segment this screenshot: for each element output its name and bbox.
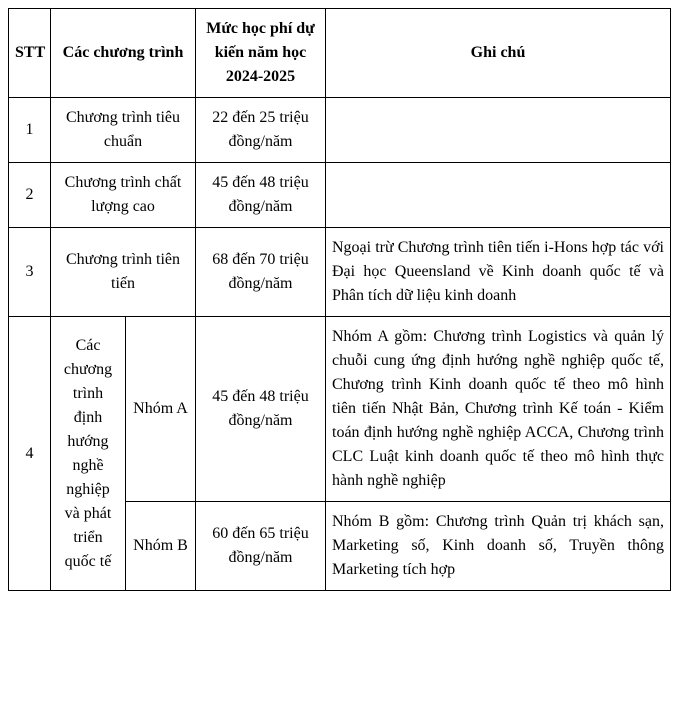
cell-stt: 4 bbox=[9, 317, 51, 591]
cell-note: Ngoại trừ Chương trình tiên tiến i-Hons … bbox=[326, 228, 671, 317]
cell-stt: 1 bbox=[9, 98, 51, 163]
cell-note bbox=[326, 98, 671, 163]
col-fee: Mức học phí dự kiến năm học 2024-2025 bbox=[196, 9, 326, 98]
cell-note: Nhóm A gồm: Chương trình Logistics và qu… bbox=[326, 317, 671, 502]
col-stt: STT bbox=[9, 9, 51, 98]
cell-note: Nhóm B gồm: Chương trình Quản trị khách … bbox=[326, 502, 671, 591]
cell-group: Nhóm B bbox=[126, 502, 196, 591]
cell-note bbox=[326, 163, 671, 228]
cell-stt: 2 bbox=[9, 163, 51, 228]
cell-fee: 45 đến 48 triệu đồng/năm bbox=[196, 317, 326, 502]
cell-program: Chương trình tiên tiến bbox=[51, 228, 196, 317]
table-row: 1 Chương trình tiêu chuẩn 22 đến 25 triệ… bbox=[9, 98, 671, 163]
cell-program: Chương trình tiêu chuẩn bbox=[51, 98, 196, 163]
cell-fee: 45 đến 48 triệu đồng/năm bbox=[196, 163, 326, 228]
col-programs: Các chương trình bbox=[51, 9, 196, 98]
cell-fee: 60 đến 65 triệu đồng/năm bbox=[196, 502, 326, 591]
cell-group: Nhóm A bbox=[126, 317, 196, 502]
cell-fee: 22 đến 25 triệu đồng/năm bbox=[196, 98, 326, 163]
table-row: 3 Chương trình tiên tiến 68 đến 70 triệu… bbox=[9, 228, 671, 317]
table-header-row: STT Các chương trình Mức học phí dự kiến… bbox=[9, 9, 671, 98]
table-row: 2 Chương trình chất lượng cao 45 đến 48 … bbox=[9, 163, 671, 228]
tuition-table: STT Các chương trình Mức học phí dự kiến… bbox=[8, 8, 671, 591]
cell-stt: 3 bbox=[9, 228, 51, 317]
cell-fee: 68 đến 70 triệu đồng/năm bbox=[196, 228, 326, 317]
table-row: 4 Các chương trình định hướng nghề nghiệ… bbox=[9, 317, 671, 502]
cell-program-parent: Các chương trình định hướng nghề nghiệp … bbox=[51, 317, 126, 591]
cell-program: Chương trình chất lượng cao bbox=[51, 163, 196, 228]
col-note: Ghi chú bbox=[326, 9, 671, 98]
